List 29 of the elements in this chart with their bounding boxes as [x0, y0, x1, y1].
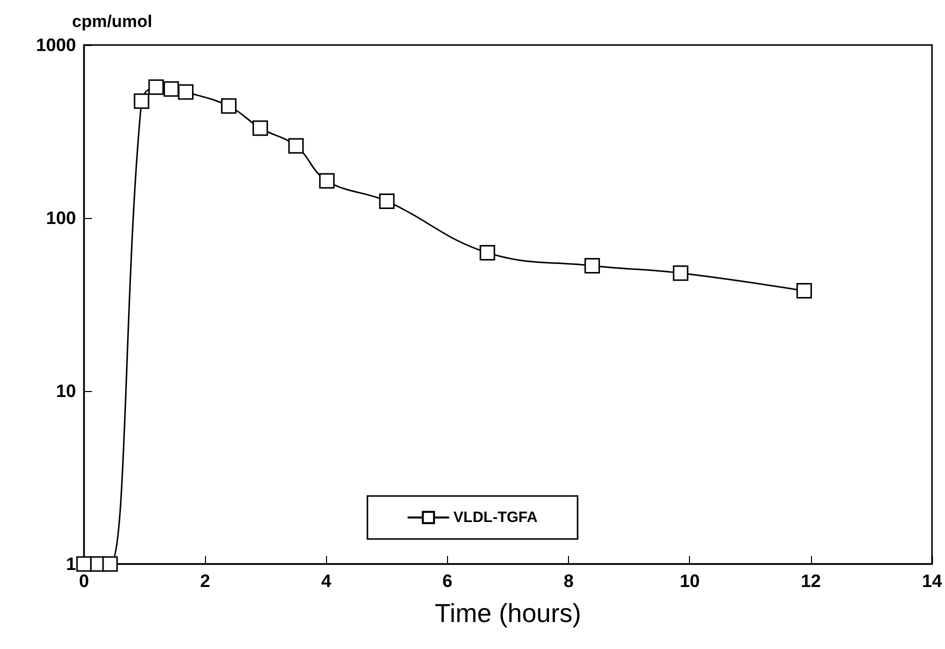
- point: [252, 120, 268, 136]
- x-tick-label: 6: [442, 571, 452, 591]
- x-tick-label: 10: [680, 571, 700, 591]
- x-tick-label: 4: [321, 571, 332, 591]
- point: [134, 93, 150, 109]
- point: [178, 84, 194, 100]
- y-tick-label: 1000: [36, 35, 76, 55]
- point: [480, 244, 496, 260]
- point: [221, 98, 237, 114]
- point: [148, 79, 164, 95]
- point: [796, 282, 812, 298]
- point: [379, 193, 395, 209]
- x-tick-label: 2: [200, 571, 210, 591]
- x-tick-label: 8: [564, 571, 574, 591]
- point: [163, 81, 179, 97]
- point: [288, 138, 304, 154]
- x-axis-title: Time (hours): [434, 598, 582, 628]
- x-tick-label: 0: [78, 571, 90, 591]
- point: [102, 556, 118, 572]
- y-tick-label: 10: [56, 381, 76, 401]
- point: [584, 258, 600, 274]
- point: [672, 265, 688, 281]
- x-tick-label: 14: [922, 571, 942, 591]
- y-tick-label: 1: [66, 554, 76, 574]
- y-axis-title: cpm/umol: [72, 12, 152, 31]
- x-tick-label: 12: [800, 571, 821, 591]
- y-tick-label: 100: [46, 208, 76, 228]
- legend-label: VLDL-TGFA: [453, 509, 538, 526]
- point: [319, 173, 335, 189]
